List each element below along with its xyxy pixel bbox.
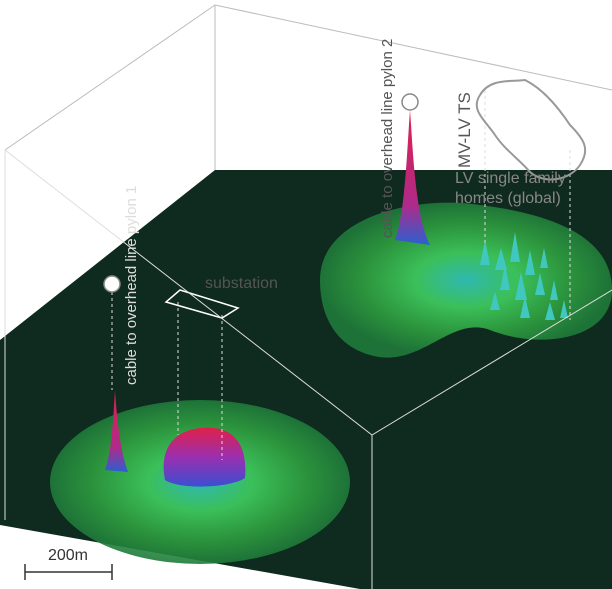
mv-lv-ts-label: MV-LV TS <box>455 92 474 168</box>
substation-label: substation <box>205 275 278 292</box>
lv-homes-label: LV single family <box>455 170 566 187</box>
pylon-1-label: cable to overhead line pylon 1 <box>123 186 140 385</box>
scale-label: 200m <box>48 547 88 564</box>
lv-homes-label: homes (global) <box>455 190 561 207</box>
pylon-2-label: cable to overhead line pylon 2 <box>379 39 396 238</box>
box-outline <box>5 5 612 170</box>
scale-bar <box>25 564 112 580</box>
area-outline <box>477 80 586 179</box>
diagram: cable to overhead line pylon 2 cable to … <box>0 0 612 589</box>
